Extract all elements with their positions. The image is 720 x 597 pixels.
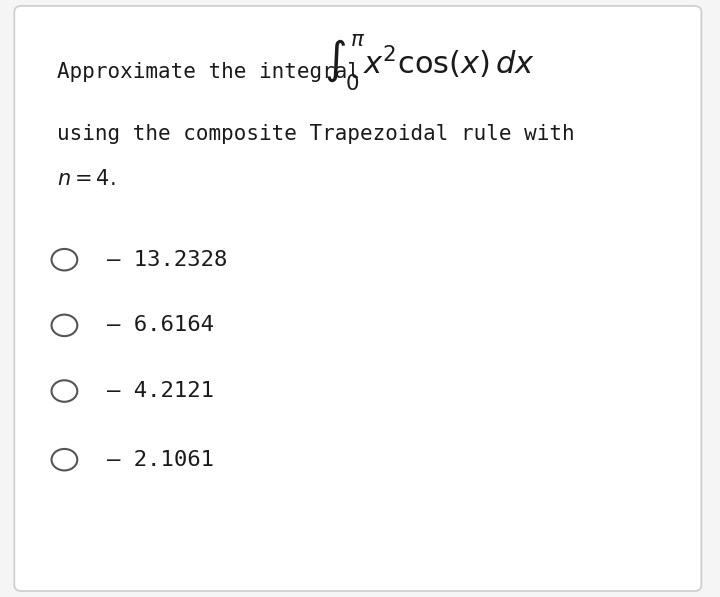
Text: – 2.1061: – 2.1061 (107, 450, 215, 470)
Text: $\int_0^{\pi} x^2\cos(x)\,dx$: $\int_0^{\pi} x^2\cos(x)\,dx$ (324, 32, 535, 93)
Text: – 6.6164: – 6.6164 (107, 315, 215, 336)
FancyBboxPatch shape (14, 6, 701, 591)
Text: using the composite Trapezoidal rule with: using the composite Trapezoidal rule wit… (58, 124, 575, 144)
Text: – 4.2121: – 4.2121 (107, 381, 215, 401)
Text: Approximate the integral: Approximate the integral (58, 61, 360, 82)
Text: – 13.2328: – 13.2328 (107, 250, 228, 270)
Text: $n = 4.$: $n = 4.$ (58, 169, 116, 189)
